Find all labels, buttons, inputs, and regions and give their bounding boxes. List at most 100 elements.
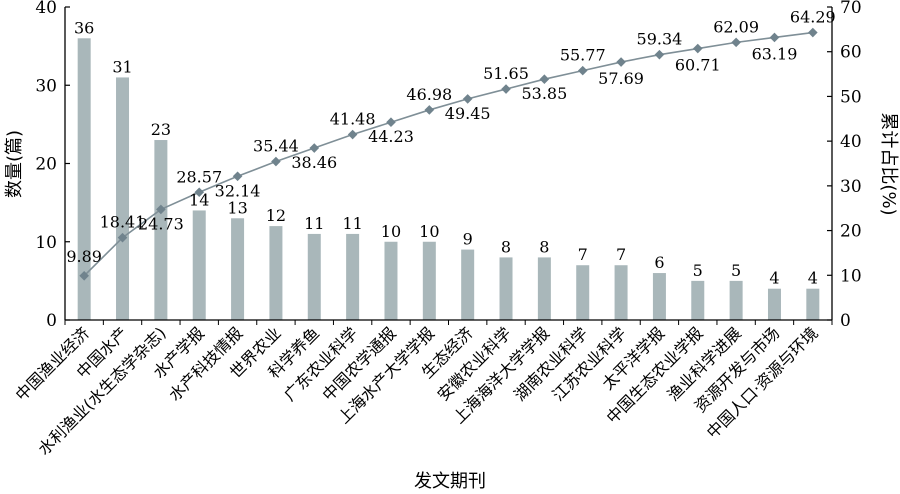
bar — [806, 288, 820, 320]
cumulative-marker — [271, 156, 281, 167]
y-left-tick-label: 20 — [35, 155, 57, 175]
bar — [346, 233, 360, 320]
cumulative-marker — [731, 37, 741, 48]
bar-value-label: 14 — [189, 190, 209, 209]
cumulative-value-label: 9.89 — [66, 247, 102, 266]
bar-value-label: 6 — [654, 253, 664, 272]
cumulative-marker — [79, 270, 89, 281]
bar-value-label: 7 — [578, 245, 588, 264]
bar — [499, 257, 513, 320]
y-right-tick-label: 60 — [840, 43, 862, 63]
bar — [767, 288, 781, 320]
bar — [307, 233, 321, 320]
cumulative-line — [83, 31, 813, 277]
bar-value-label: 8 — [501, 237, 511, 256]
bar — [231, 218, 245, 320]
bar — [461, 249, 475, 320]
cumulative-marker — [501, 84, 511, 94]
cumulative-marker — [156, 204, 166, 215]
bar-value-label: 5 — [731, 261, 741, 280]
y-right-tick-label: 10 — [840, 266, 862, 286]
y-right-tick-label: 40 — [840, 132, 862, 152]
y-right-tick-label: 30 — [840, 177, 862, 197]
y-left-tick-label: 0 — [46, 311, 57, 331]
bar-value-label: 23 — [151, 120, 171, 139]
bar-value-label: 4 — [769, 269, 779, 288]
cumulative-value-label: 53.85 — [521, 84, 567, 103]
bar — [652, 273, 666, 320]
cumulative-value-label: 62.09 — [713, 17, 759, 36]
cumulative-value-label: 59.34 — [637, 30, 683, 49]
cumulative-value-label: 38.46 — [291, 153, 337, 172]
y-left-axis-title: 数量(篇) — [4, 130, 25, 198]
cumulative-value-label: 24.73 — [138, 214, 184, 233]
cumulative-marker — [117, 232, 128, 243]
cumulative-value-label: 55.77 — [560, 46, 606, 65]
bar-value-label: 5 — [693, 261, 703, 280]
cumulative-marker — [309, 143, 320, 153]
y-right-axis-title: 累计占比(%) — [878, 112, 899, 215]
cumulative-value-label: 41.48 — [330, 110, 376, 129]
cumulative-marker — [232, 171, 243, 182]
cumulative-marker — [462, 94, 473, 104]
cumulative-value-label: 28.57 — [176, 167, 222, 186]
bar — [77, 38, 91, 321]
cumulative-value-label: 64.29 — [790, 8, 836, 27]
bar-value-label: 11 — [304, 214, 324, 233]
cumulative-marker — [577, 65, 588, 76]
bar-value-label: 10 — [419, 222, 439, 241]
bar-value-label: 36 — [74, 18, 94, 37]
bar — [691, 280, 705, 320]
bar — [537, 257, 551, 320]
cumulative-marker — [424, 105, 435, 115]
cumulative-marker — [386, 117, 396, 128]
bar-value-label: 10 — [381, 222, 401, 241]
cumulative-value-label: 60.71 — [675, 56, 721, 75]
cumulative-marker — [808, 27, 818, 38]
y-left-tick-label: 10 — [35, 233, 57, 253]
bar-value-label: 4 — [808, 269, 818, 288]
cumulative-marker — [539, 74, 550, 85]
cumulative-value-label: 44.23 — [368, 127, 414, 146]
cumulative-marker — [769, 32, 780, 43]
bar-value-label: 11 — [342, 214, 362, 233]
y-right-tick-label: 70 — [840, 0, 862, 18]
cumulative-marker — [194, 187, 205, 198]
cumulative-marker — [692, 43, 703, 54]
bar — [192, 210, 206, 320]
cumulative-line-layer — [79, 27, 818, 281]
y-right-tick-label: 20 — [840, 222, 862, 242]
bar-value-label: 7 — [616, 245, 626, 264]
bar — [154, 140, 168, 320]
bar-value-label: 31 — [112, 57, 132, 76]
bar — [729, 280, 743, 320]
bars-layer — [77, 38, 820, 321]
cumulative-value-label: 51.65 — [483, 64, 529, 83]
cumulative-marker — [347, 129, 358, 140]
bar — [384, 241, 398, 320]
y-left-tick-label: 30 — [35, 76, 57, 96]
bar — [116, 77, 130, 320]
x-axis-title: 发文期刊 — [414, 471, 486, 492]
cumulative-value-label: 57.69 — [598, 69, 644, 88]
cumulative-value-label: 32.14 — [215, 181, 261, 200]
cumulative-marker — [616, 57, 626, 67]
bar-value-label: 8 — [539, 237, 549, 256]
cumulative-value-label: 49.45 — [445, 104, 491, 123]
cumulative-value-label: 46.98 — [406, 85, 452, 104]
bar — [576, 265, 590, 320]
y-left-tick-label: 40 — [35, 0, 57, 18]
bar-value-label: 9 — [463, 230, 473, 249]
bar — [422, 241, 436, 320]
bar — [269, 226, 283, 320]
bar-value-label: 13 — [227, 198, 247, 217]
y-right-tick-label: 0 — [840, 311, 851, 331]
cumulative-value-label: 63.19 — [752, 44, 798, 63]
cumulative-marker — [654, 49, 665, 60]
cumulative-value-label: 35.44 — [253, 137, 299, 156]
bar-value-label: 12 — [266, 206, 286, 225]
cumulative-value-label: 18.41 — [100, 213, 146, 232]
y-right-tick-label: 50 — [840, 87, 862, 107]
